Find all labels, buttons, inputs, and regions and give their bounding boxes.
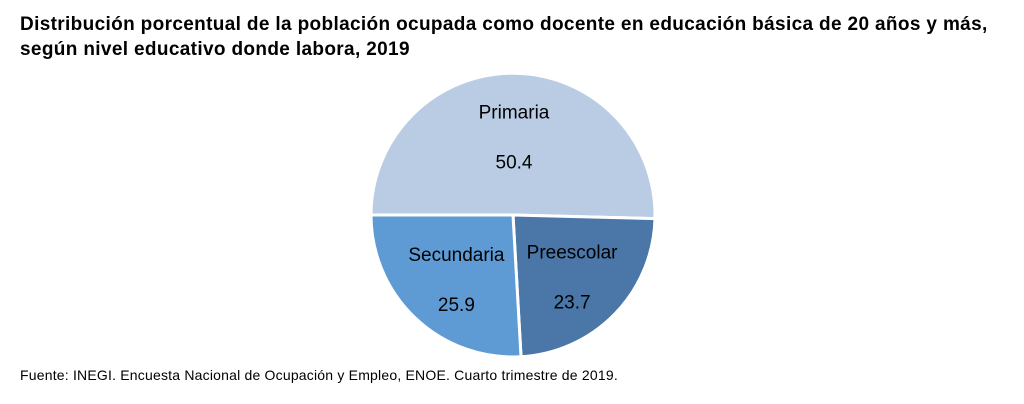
slice-value-secundaria: 25.9 <box>438 295 475 316</box>
chart-title: Distribución porcentual de la población … <box>20 14 988 60</box>
pie-slices <box>369 71 657 359</box>
slice-value-preescolar: 23.7 <box>554 292 591 313</box>
pie-slice-primaria <box>369 71 657 221</box>
slice-label-preescolar: Preescolar <box>527 242 618 263</box>
slice-value-primaria: 50.4 <box>496 153 533 174</box>
chart-source: Fuente: INEGI. Encuesta Nacional de Ocup… <box>20 367 618 383</box>
slice-label-secundaria: Secundaria <box>408 245 505 266</box>
pie-slice-secundaria <box>369 213 523 359</box>
pie-labels: Primaria 50.4 Preescolar 23.7 Secundaria 25.9 <box>408 103 618 316</box>
pie-slice-preescolar <box>511 213 657 359</box>
slice-label-primaria: Primaria <box>479 103 550 124</box>
